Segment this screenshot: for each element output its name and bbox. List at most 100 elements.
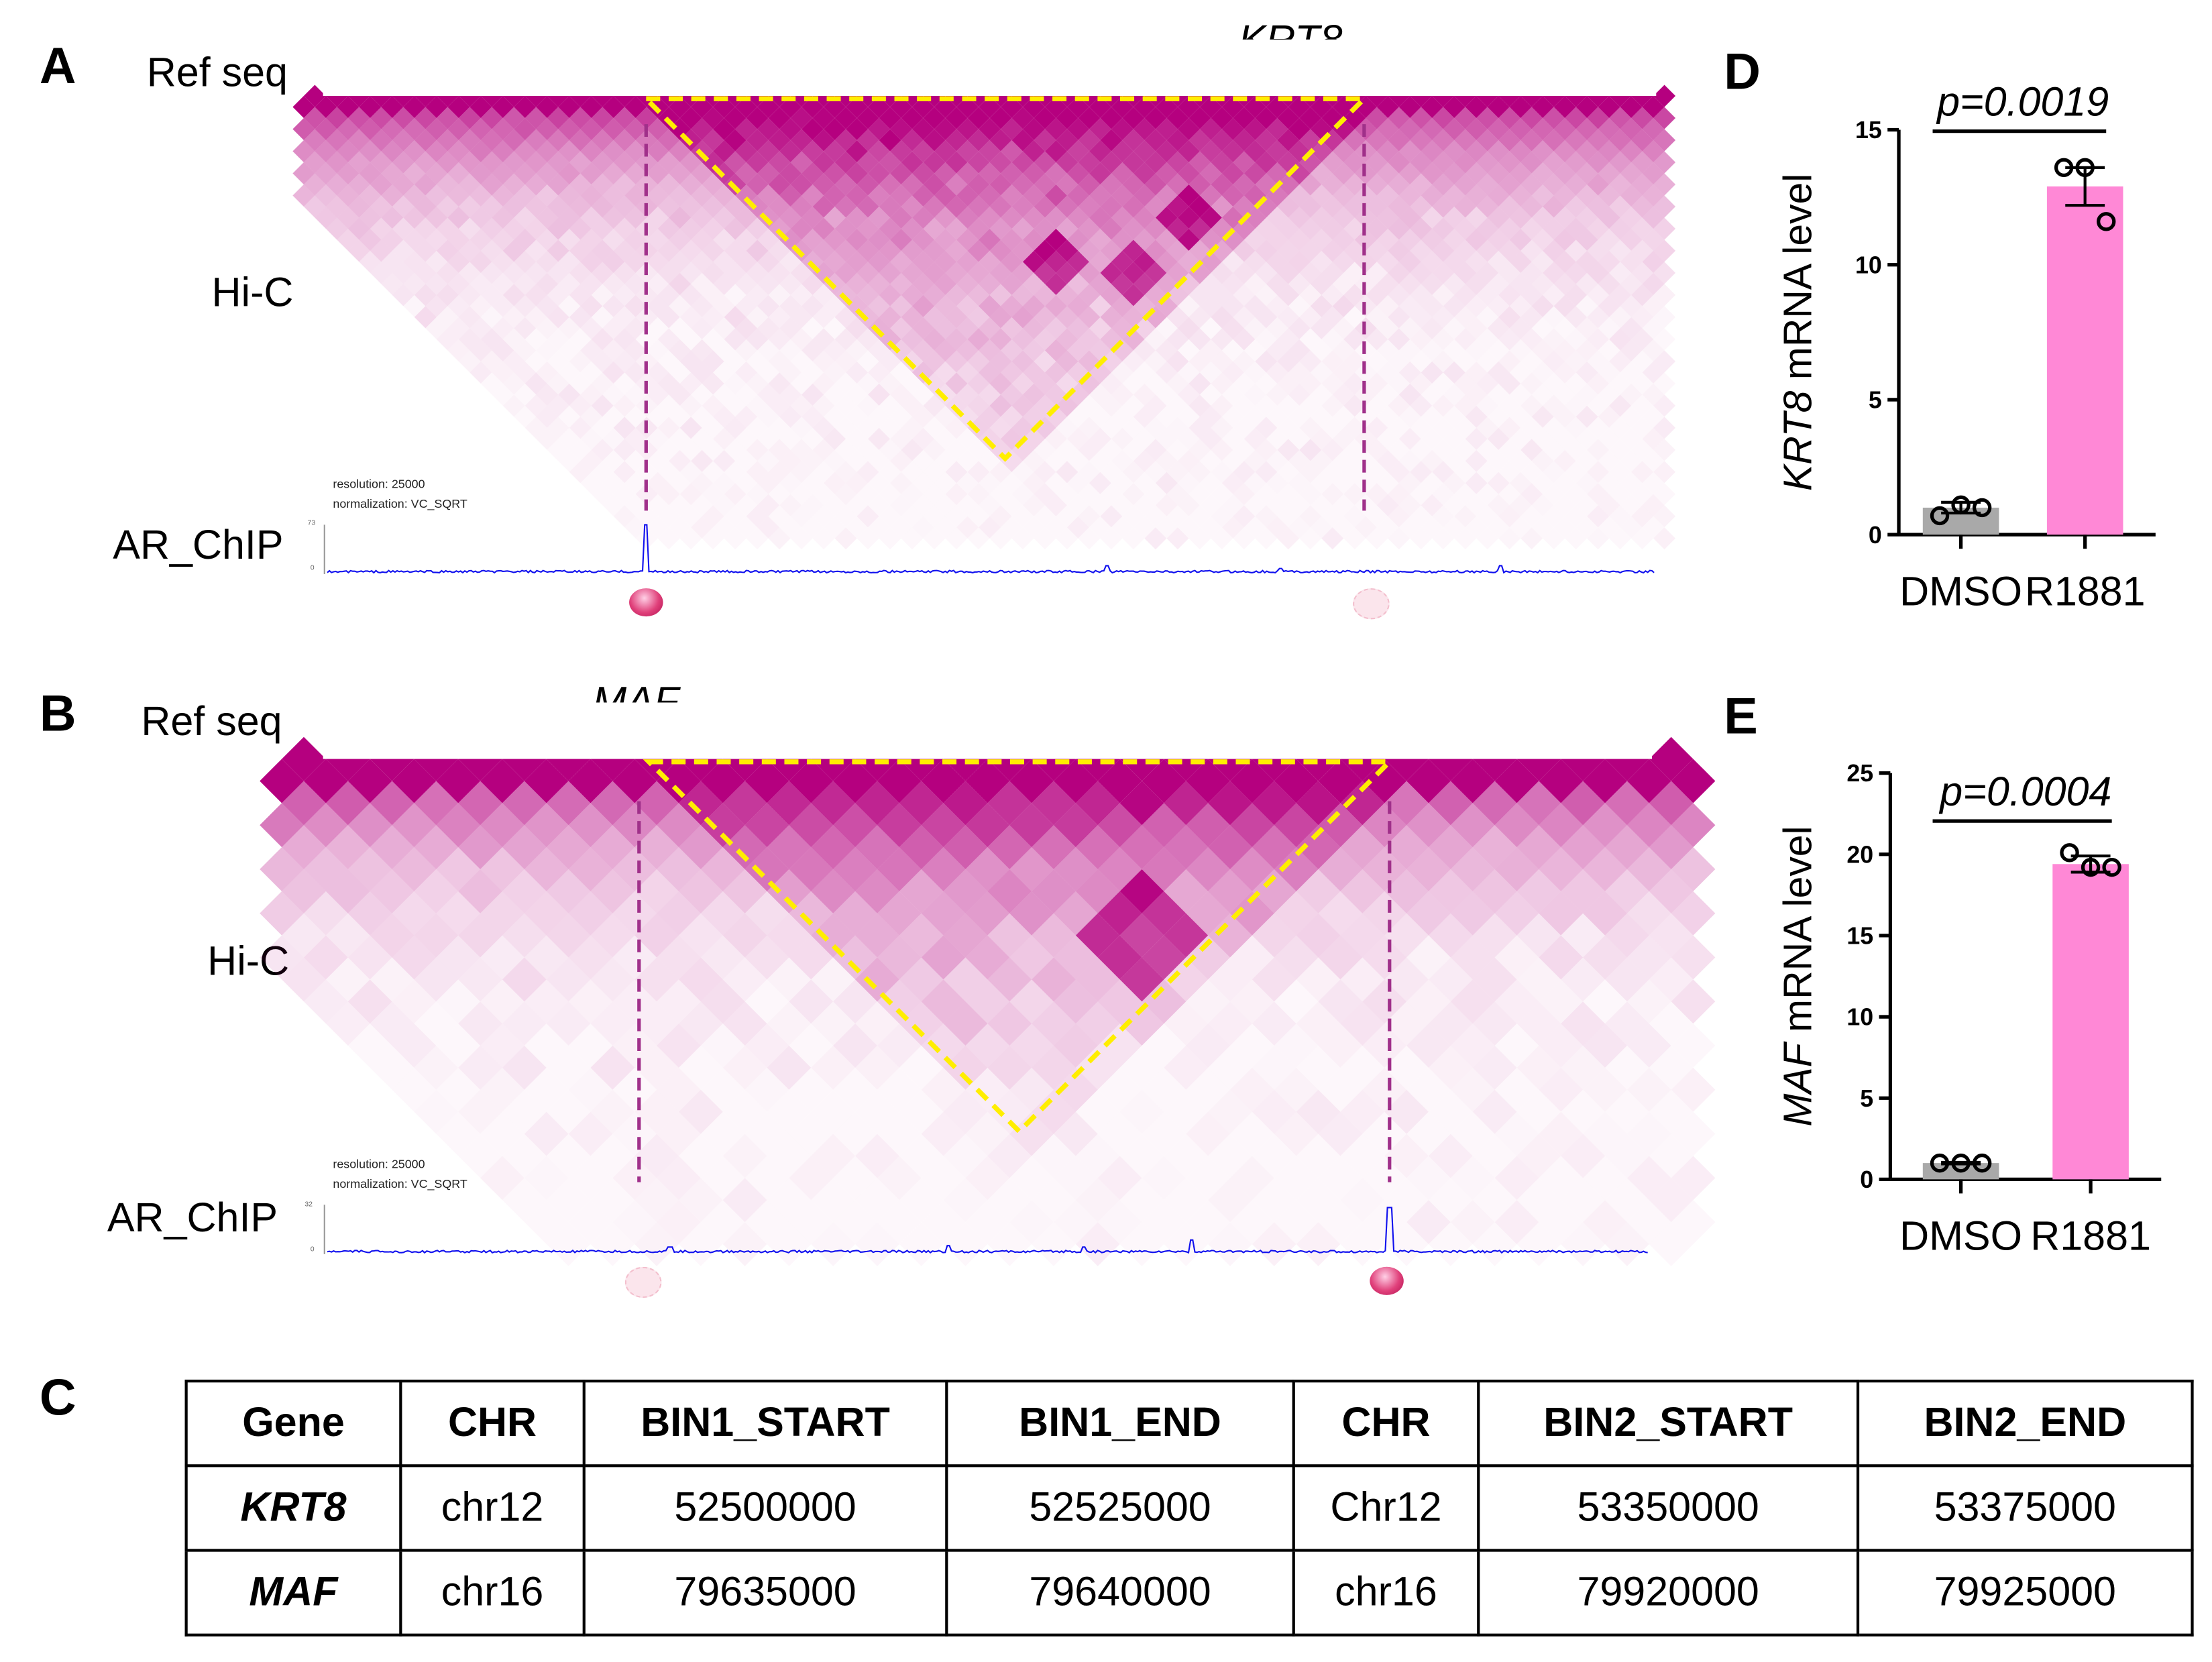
hic-cell xyxy=(612,1156,657,1201)
hic-cell xyxy=(569,151,592,174)
hic-cell xyxy=(1321,527,1344,550)
hic-cell xyxy=(613,284,636,307)
hic-cell xyxy=(1288,339,1311,362)
hic-cell xyxy=(580,96,603,119)
hic-cell xyxy=(514,272,537,295)
hic-cell xyxy=(702,306,724,329)
hic-cell xyxy=(624,118,647,140)
hic-cell xyxy=(1296,1089,1341,1134)
hic-cell xyxy=(1384,1001,1429,1046)
hic-cell xyxy=(1653,350,1676,373)
hic-cell xyxy=(956,339,979,362)
hic-cell xyxy=(1022,140,1045,162)
hic-cell xyxy=(657,129,680,152)
hic-cell xyxy=(536,118,559,140)
hic-cell xyxy=(1199,294,1222,317)
hic-cell xyxy=(833,759,877,804)
y-tick-label: 10 xyxy=(1855,252,1882,278)
cell-chr2: Chr12 xyxy=(1292,1464,1480,1552)
hic-cell xyxy=(669,140,692,162)
hic-cell xyxy=(1318,979,1363,1024)
hic-cell xyxy=(613,129,636,152)
hic-cell xyxy=(812,328,835,351)
hic-cell xyxy=(768,262,791,284)
hic-cell xyxy=(1575,294,1598,317)
hic-cell xyxy=(1366,173,1388,196)
hic-cell xyxy=(912,228,934,251)
hic-cell xyxy=(1384,869,1429,913)
hic-cell xyxy=(923,173,946,196)
hic-cell xyxy=(702,372,724,395)
hic-cell xyxy=(768,461,791,484)
hic-cell xyxy=(1299,505,1322,528)
hic-cell xyxy=(569,262,592,284)
hic-cell xyxy=(1208,825,1252,869)
hic-cell xyxy=(879,328,901,351)
hic-cell xyxy=(1476,328,1499,351)
hic-cell xyxy=(1034,107,1056,129)
hic-cell xyxy=(824,472,846,494)
hic-cell xyxy=(1653,527,1676,550)
hic-cell xyxy=(877,979,922,1024)
hic-cell xyxy=(1166,417,1189,439)
hic-cell xyxy=(746,173,769,196)
hic-cell xyxy=(1376,294,1399,317)
hic-cell xyxy=(779,361,802,384)
hic-cell xyxy=(812,151,835,174)
hic-cell xyxy=(514,228,537,251)
hic-cell xyxy=(370,195,392,218)
hic-cell xyxy=(1421,317,1443,339)
hic-cell xyxy=(590,1089,635,1134)
hic-cell xyxy=(282,736,326,781)
hic-cell xyxy=(1421,228,1443,251)
chip-scale-max: 32 xyxy=(305,1200,313,1209)
hic-cell xyxy=(1011,483,1034,506)
hic-cell xyxy=(425,184,448,207)
hic-cell xyxy=(1000,339,1023,362)
hic-cell xyxy=(978,494,1001,516)
hic-cell xyxy=(1604,1133,1649,1178)
hic-cell xyxy=(934,405,956,428)
hic-cell xyxy=(325,151,348,174)
hic-cell xyxy=(956,405,979,428)
hic-cell xyxy=(1340,825,1385,869)
hic-cell xyxy=(347,803,392,848)
hic-cell xyxy=(1454,217,1477,240)
hic-cell xyxy=(735,250,758,273)
hic-cell xyxy=(370,825,414,869)
hic-cell xyxy=(1034,173,1056,196)
cell-bin2-end: 79925000 xyxy=(1856,1549,2194,1637)
hic-cell xyxy=(713,494,736,516)
hic-cell xyxy=(1066,339,1089,362)
hic-cell xyxy=(657,1156,701,1201)
hic-cell xyxy=(613,439,636,461)
hic-cell xyxy=(1199,405,1222,428)
hic-cell xyxy=(1252,869,1296,913)
hic-cell xyxy=(1520,129,1543,152)
hic-cell xyxy=(1119,869,1164,913)
hic-cell xyxy=(403,272,426,295)
hic-cell xyxy=(702,483,724,506)
hic-cell xyxy=(1531,294,1554,317)
hic-cell xyxy=(1498,85,1521,107)
hic-cell xyxy=(1631,328,1654,351)
p-value-annotation: p=0.0019 xyxy=(1936,78,2109,124)
hic-cell xyxy=(846,118,869,140)
hic-cell xyxy=(524,372,547,395)
hic-cell xyxy=(1321,129,1344,152)
hic-cell xyxy=(1122,151,1145,174)
hic-cell xyxy=(1583,1067,1627,1112)
data-point xyxy=(1951,495,1971,515)
hic-cell xyxy=(347,935,392,980)
hic-cell xyxy=(1221,250,1244,273)
hic-cell xyxy=(624,427,647,450)
hic-cell xyxy=(647,427,669,450)
header-bin1-end: BIN1_END xyxy=(945,1380,1295,1467)
hic-cell xyxy=(1318,1023,1363,1068)
hic-cell xyxy=(1454,129,1477,152)
hic-cell xyxy=(392,1023,437,1068)
hic-cell xyxy=(956,294,979,317)
hic-cell xyxy=(1498,217,1521,240)
hic-cell xyxy=(945,417,968,439)
hic-cell xyxy=(1376,228,1399,251)
